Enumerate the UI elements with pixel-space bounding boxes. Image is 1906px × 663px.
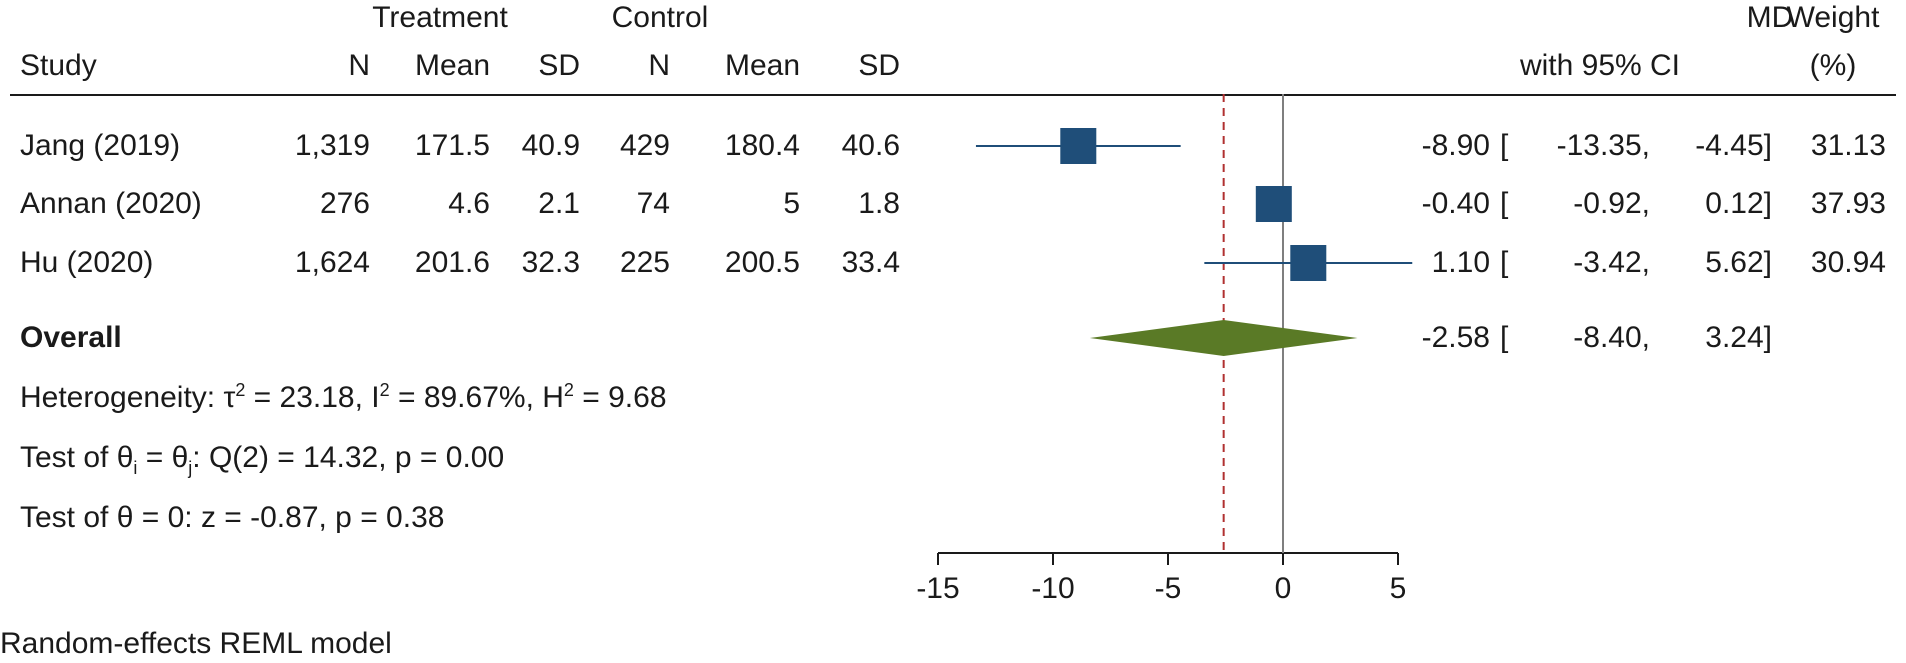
weight-unit-header: (%)	[1809, 49, 1857, 82]
effect-square	[1060, 128, 1097, 164]
control-n: 429	[619, 129, 670, 162]
ci-bracket: [	[1500, 246, 1509, 279]
treatment-n-header: N	[348, 49, 370, 82]
effect-square	[1290, 245, 1327, 281]
treatment-n: 1,319	[294, 129, 370, 162]
control-n: 74	[636, 187, 670, 220]
control-n: 225	[619, 246, 670, 279]
weight-header: Weight	[1786, 1, 1880, 34]
ci-bracket: [	[1500, 129, 1509, 162]
treatment-header: Treatment	[372, 1, 508, 34]
header-rule	[10, 94, 1896, 96]
ci-bracket: [	[1500, 321, 1509, 354]
control-sd: 1.8	[858, 187, 900, 220]
treatment-sd-header: SD	[538, 49, 580, 82]
study-name: Hu (2020)	[20, 246, 154, 279]
treatment-mean: 201.6	[414, 246, 490, 279]
x-axis: -15 -10 -5 0 5	[916, 552, 1407, 605]
md-value: -8.90	[1421, 129, 1490, 162]
ci-bracket: [	[1500, 187, 1509, 220]
x-tick-label: -10	[1031, 572, 1074, 605]
x-tick-label: 5	[1390, 572, 1407, 605]
study-name: Jang (2019)	[20, 129, 181, 162]
weight-value: 31.13	[1810, 129, 1886, 162]
treatment-sd: 2.1	[538, 187, 580, 220]
md-header: MD	[1746, 1, 1794, 34]
model-note: Random-effects REML model	[0, 627, 392, 660]
overall-label: Overall	[20, 321, 122, 354]
weight-value: 30.94	[1810, 246, 1886, 279]
study-col-header: Study	[20, 49, 97, 82]
control-sd: 40.6	[841, 129, 900, 162]
control-n-header: N	[648, 49, 670, 82]
control-mean: 180.4	[724, 129, 800, 162]
x-tick-label: 0	[1275, 572, 1292, 605]
md-value: 1.10	[1431, 246, 1490, 279]
ci-lower: -3.42,	[1573, 246, 1650, 279]
ci-upper: 5.62]	[1705, 246, 1772, 279]
weight-value: 37.93	[1810, 187, 1886, 220]
treatment-n: 276	[319, 187, 370, 220]
treatment-sd: 32.3	[521, 246, 580, 279]
control-header: Control	[611, 1, 709, 34]
treatment-mean-header: Mean	[414, 49, 490, 82]
overall-diamond	[1089, 320, 1358, 356]
treatment-mean: 171.5	[414, 129, 490, 162]
overall-ci-lower: -8.40,	[1573, 321, 1650, 354]
overall-md: -2.58	[1421, 321, 1490, 354]
x-tick-label: -15	[916, 572, 959, 605]
z-test-stats: Test of θ = 0: z = -0.87, p = 0.38	[20, 501, 445, 534]
ci-lower: -13.35,	[1556, 129, 1650, 162]
q-test-stats: Test of θi = θj: Q(2) = 14.32, p = 0.00	[20, 441, 505, 478]
treatment-mean: 4.6	[448, 187, 490, 220]
x-tick-label: -5	[1155, 572, 1182, 605]
treatment-sd: 40.9	[521, 129, 580, 162]
study-name: Annan (2020)	[20, 187, 202, 220]
ci-lower: -0.92,	[1573, 187, 1650, 220]
md-value: -0.40	[1421, 187, 1490, 220]
heterogeneity-stats: Heterogeneity: τ2 = 23.18, I2 = 89.67%, …	[20, 380, 667, 414]
effect-square	[1255, 186, 1292, 222]
control-sd: 33.4	[841, 246, 900, 279]
control-mean: 5	[783, 187, 800, 220]
treatment-n: 1,624	[294, 246, 370, 279]
control-sd-header: SD	[858, 49, 900, 82]
control-mean-header: Mean	[724, 49, 800, 82]
ci-upper: -4.45]	[1695, 129, 1772, 162]
control-mean: 200.5	[724, 246, 800, 279]
overall-ci-upper: 3.24]	[1705, 321, 1772, 354]
ci-header: with 95% CI	[1519, 49, 1681, 82]
ci-upper: 0.12]	[1705, 187, 1772, 220]
